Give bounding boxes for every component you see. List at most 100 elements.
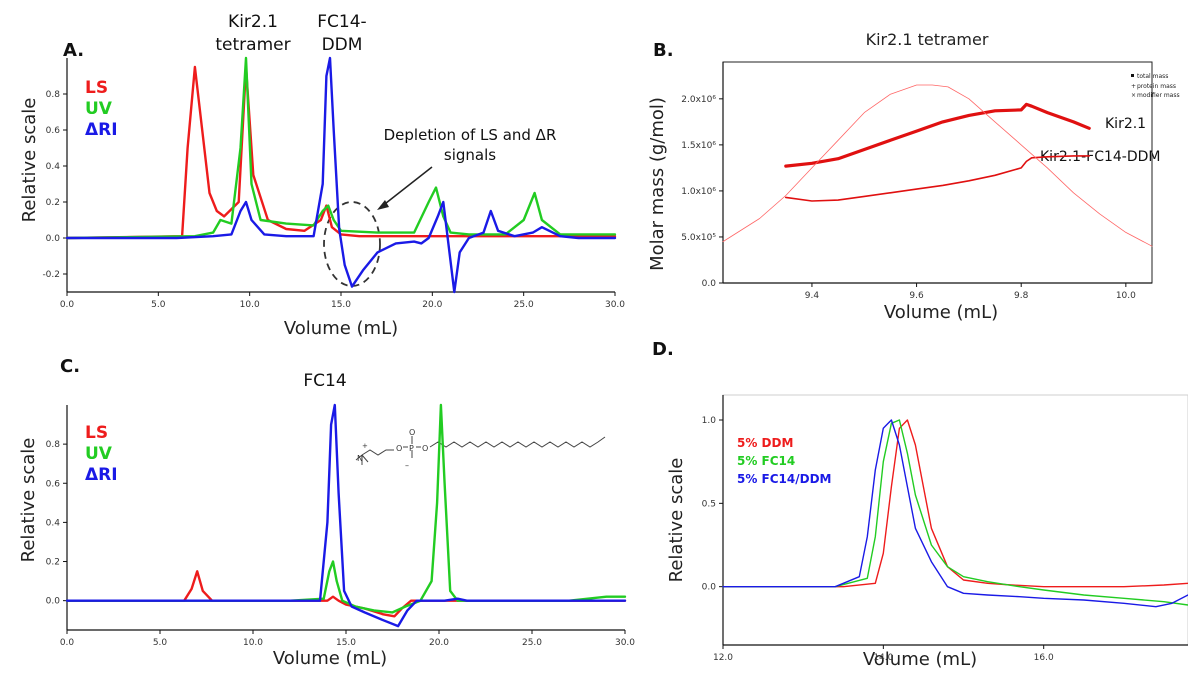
structure-oxygen-left: O (396, 444, 402, 453)
panel-a-peak-label-fc14-line2: DDM (322, 35, 363, 55)
panel-a-x-tick-label: 5.0 (151, 300, 166, 310)
panel-a-x-tick-label: 0.0 (60, 300, 75, 310)
panel-d-y-tick-label: 1.0 (702, 416, 717, 426)
structure-headgroup-bonds (361, 449, 394, 456)
panel-b-y-tick-label: 0.0 (702, 279, 717, 289)
panel-d-x-tick-label: 14.0 (873, 653, 893, 663)
panel-a-y-tick-label: 0.6 (46, 126, 61, 136)
panel-a-annotation-arrowhead (377, 200, 389, 210)
structure-oxygen-right: O (422, 444, 428, 453)
panel-c-series-uv (65, 403, 627, 614)
panel-d: D. Relative scale Volume (mL) 5% DDM 5% … (652, 339, 1188, 670)
panel-b-legend-protein: protein mass (1137, 83, 1176, 90)
panel-c-series-ri (65, 403, 627, 628)
panel-a: A. Kir2.1 tetramer FC14- DDM Relative sc… (19, 12, 625, 339)
panel-a-peak-label-kir-line1: Kir2.1 (228, 12, 278, 32)
panel-a-depletion-ellipse (323, 201, 381, 287)
panel-a-y-tick-label: 0.2 (46, 198, 60, 208)
panel-d-legend-ddm: 5% DDM (737, 436, 793, 450)
plus-icon: + (1131, 83, 1136, 90)
panel-a-letter: A. (63, 40, 84, 61)
panel-b-plot: 9.4 9.6 9.8 10.0 0.0 5.0x10⁵ 1.0x10⁶ 1.5x10⁶ 2.0… (681, 61, 1153, 301)
panel-c-x-axis-title: Volume (mL) (273, 648, 387, 669)
panel-c-y-tick-label: 0.0 (46, 597, 61, 607)
panel-c: C. FC14 Relative scale Volume (mL) LS UV… (18, 356, 635, 669)
panel-c-x-tick-label: 20.0 (429, 638, 449, 648)
panel-d-y-axis-title: Relative scale (666, 458, 687, 583)
panel-d-x-tick-label: 16.0 (1034, 653, 1054, 663)
panel-a-series-ls (65, 65, 617, 240)
panel-b-title: Kir2.1 tetramer (866, 30, 989, 49)
panel-a-x-tick-label: 25.0 (514, 300, 534, 310)
panel-a-x-axis-title: Volume (mL) (284, 318, 398, 339)
panel-a-series-uv (65, 56, 617, 240)
panel-a-annotation-line2: signals (444, 146, 496, 164)
panel-b-y-tick-label: 1.5x10⁶ (681, 141, 716, 151)
structure-methyl-3 (361, 454, 369, 463)
panel-b-series-kir2-1-fc14-ddm (784, 155, 1090, 202)
panel-a-annotation-line1: Depletion of LS and ΔR (384, 126, 557, 144)
panel-d-y-tick-label: 0.5 (702, 499, 716, 509)
panel-b-series-trace-2 (722, 84, 1153, 247)
panel-d-legend-fc14: 5% FC14 (737, 454, 795, 468)
panel-a-y-tick-label: 0.0 (46, 234, 61, 244)
panel-a-x-tick-label: 30.0 (605, 300, 625, 310)
panel-a-legend-ri: ΔRI (85, 120, 118, 140)
panel-d-plot-frame (722, 394, 1188, 646)
panel-b-y-tick-label: 5.0x10⁵ (681, 233, 716, 243)
structure-minus-charge: – (405, 461, 409, 470)
panel-a-y-tick-label: 0.8 (46, 90, 61, 100)
panel-a-y-axis-title: Relative scale (19, 98, 40, 223)
panel-b: B. Kir2.1 tetramer Molar mass (g/mol) Vo… (647, 30, 1180, 323)
panel-c-x-tick-label: 15.0 (336, 638, 356, 648)
panel-c-legend-uv: UV (85, 444, 113, 464)
panel-d-x-tick-label: 12.0 (713, 653, 733, 663)
panel-d-letter: D. (652, 339, 674, 360)
panel-a-annotation-arrow (380, 166, 433, 208)
panel-b-legend: total mass + protein mass × modifier mas… (1131, 73, 1180, 99)
panel-d-series-5-ddm (722, 419, 1188, 588)
panel-b-x-tick-label: 9.4 (805, 291, 820, 301)
panel-b-label-kir-fc14-ddm: Kir2.1-FC14-DDM (1040, 149, 1160, 165)
panel-c-y-tick-label: 0.6 (46, 479, 61, 489)
structure-plus-charge: + (362, 442, 368, 450)
panel-a-legend-ls: LS (85, 78, 108, 98)
panel-a-peak-label-kir-line2: tetramer (215, 35, 290, 55)
panel-a-x-tick-label: 10.0 (240, 300, 260, 310)
panel-b-x-tick-label: 10.0 (1116, 291, 1136, 301)
panel-a-series-ri (65, 56, 617, 294)
panel-b-y-tick-label: 1.0x10⁶ (681, 187, 716, 197)
panel-c-title: FC14 (303, 371, 346, 391)
panel-a-x-tick-label: 15.0 (331, 300, 351, 310)
panel-d-plot: 12.0 14.0 16.0 0.0 0.5 1.0 (702, 394, 1188, 663)
legend-square-icon (1131, 74, 1134, 77)
panel-c-y-tick-label: 0.4 (46, 518, 61, 528)
panel-a-peak-label-fc14-line1: FC14- (317, 12, 366, 32)
panel-a-y-tick-label: -0.2 (42, 270, 60, 280)
panel-a-plot: 0.0 5.0 10.0 15.0 20.0 25.0 30.0 -0.2 0.0 0.2 0.4 0… (42, 56, 625, 310)
structure-phosphorus: P (409, 444, 414, 453)
panel-c-x-tick-label: 10.0 (243, 638, 263, 648)
panel-b-legend-total: total mass (1137, 73, 1168, 80)
panel-b-y-axis-title: Molar mass (g/mol) (647, 97, 668, 271)
panel-d-y-tick-label: 0.0 (702, 583, 717, 593)
structure-alkyl-chain (429, 436, 606, 448)
panel-a-x-tick-label: 20.0 (422, 300, 442, 310)
panel-c-x-tick-label: 0.0 (60, 638, 75, 648)
panel-b-letter: B. (653, 40, 674, 61)
panel-d-series-5-fc14-ddm (722, 419, 1188, 608)
panel-c-x-tick-label: 25.0 (522, 638, 542, 648)
panel-a-legend-uv: UV (85, 99, 113, 119)
panel-c-x-tick-label: 5.0 (153, 638, 168, 648)
panel-b-x-axis-title: Volume (mL) (884, 302, 998, 323)
panel-c-legend-ri: ΔRI (85, 465, 118, 485)
panel-c-legend-ls: LS (85, 423, 108, 443)
panel-b-label-kir: Kir2.1 (1105, 116, 1146, 132)
panel-c-plot: 0.0 5.0 10.0 15.0 20.0 25.0 30.0 0.0 0.2 0.4 0.6 0.… (46, 403, 635, 648)
panel-b-plot-frame (722, 61, 1153, 284)
panel-b-x-tick-label: 9.6 (909, 291, 924, 301)
panel-d-series-5-fc14 (722, 419, 1188, 606)
panel-d-x-axis-title: Volume (mL) (863, 649, 977, 670)
structure-methyl-1 (355, 454, 363, 461)
